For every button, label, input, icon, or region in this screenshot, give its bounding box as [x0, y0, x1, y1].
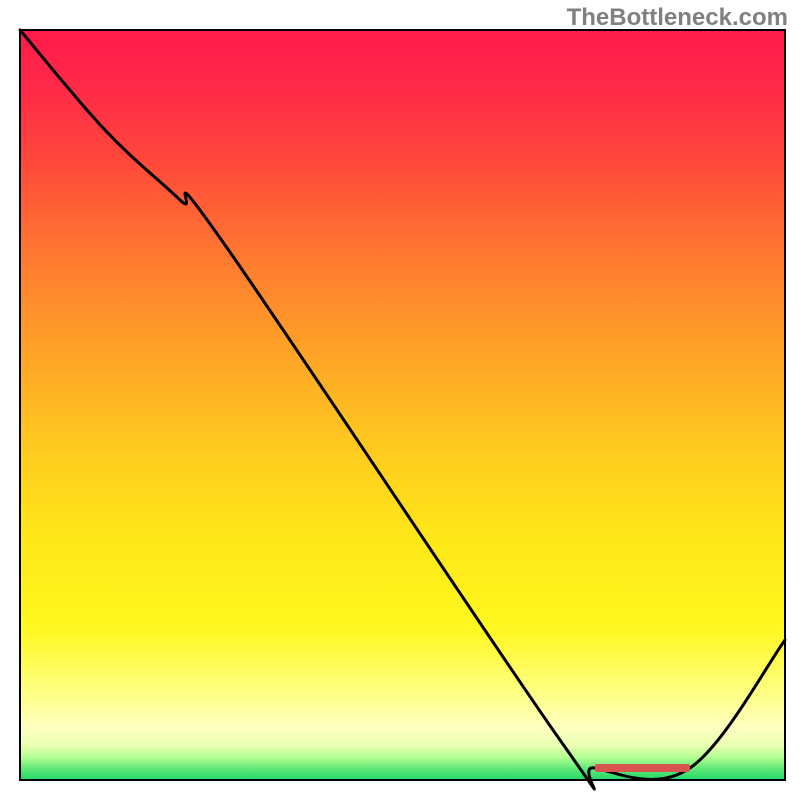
valley-marker	[595, 764, 690, 772]
chart-container: TheBottleneck.com	[0, 0, 800, 800]
watermark-text: TheBottleneck.com	[567, 4, 788, 32]
bottleneck-chart	[0, 0, 800, 800]
chart-background	[20, 30, 785, 780]
